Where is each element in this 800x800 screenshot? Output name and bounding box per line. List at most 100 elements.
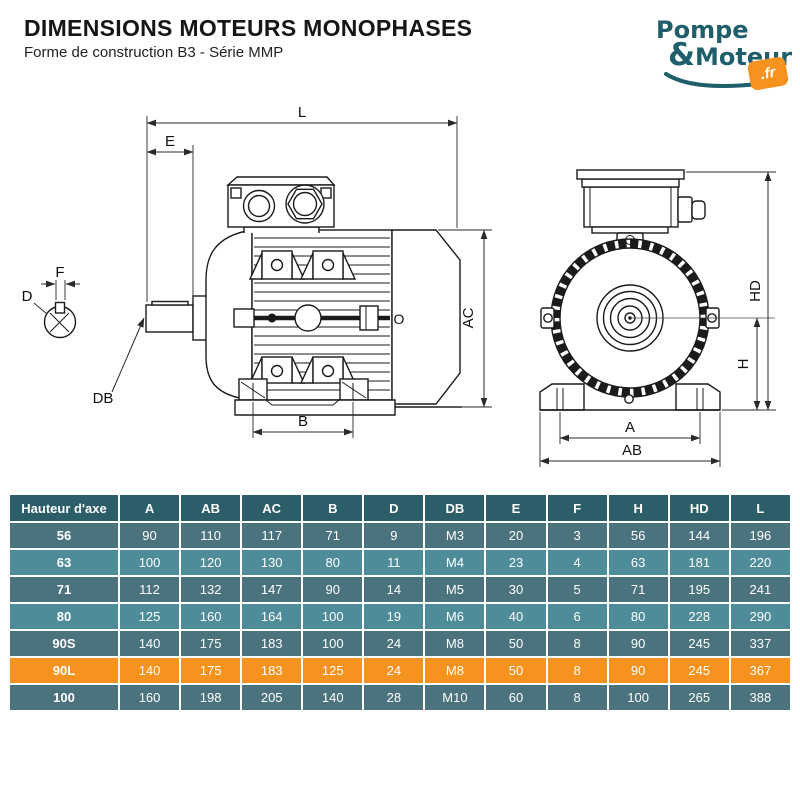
cell-100-f: 8: [545, 683, 609, 712]
table-row-100: 100 160 198 205 140 28 M10 60 8 100 265 388: [8, 683, 793, 712]
page-header: DIMENSIONS MOTEURS MONOPHASES Forme de c…: [24, 15, 473, 62]
cell-56-ac: 117: [240, 521, 304, 550]
mounting-brackets: [248, 250, 357, 384]
table-row-90s: 90S 140 175 183 100 24 M8 50 8 90 245 337: [8, 629, 793, 658]
table-row-56: 56 90 110 117 71 9 M3 20 3 56 144 196: [8, 521, 793, 550]
cell-56-b: 71: [301, 521, 365, 550]
cell-90s-e: 50: [484, 629, 548, 658]
col-header-db: DB: [423, 493, 487, 523]
cell-90s-db: M8: [423, 629, 487, 658]
cell-71-hd: 195: [667, 575, 731, 604]
cell-90s-f: 8: [545, 629, 609, 658]
dimension-AB: AB: [539, 412, 721, 467]
cell-90l-ac: 183: [240, 656, 304, 685]
row-label-56: 56: [8, 521, 120, 550]
page-subtitle: Forme de construction B3 - Série MMP: [24, 44, 284, 62]
cell-90l-a: 140: [117, 656, 182, 685]
dimensions-table: Hauteur d'axe A AB AC B D DB E F H HD L 56 90 110 117 7…: [8, 493, 793, 712]
dim-label-l: L: [298, 104, 306, 121]
dim-label-ab: AB: [622, 442, 642, 459]
cell-63-db: M4: [423, 548, 487, 577]
table-row-90l: 90L 140 175 183 125 24 M8 50 8 90 245 367: [8, 656, 793, 685]
cell-80-e: 40: [484, 602, 548, 631]
cell-90s-l: 337: [728, 629, 793, 658]
cell-80-h: 80: [606, 602, 670, 631]
cell-56-h: 56: [606, 521, 670, 550]
cell-100-ab: 198: [179, 683, 243, 712]
feet-side: [234, 378, 396, 416]
cell-80-f: 6: [545, 602, 609, 631]
dim-label-a: A: [625, 419, 635, 436]
cell-63-ab: 120: [179, 548, 243, 577]
row-label-100: 100: [8, 683, 120, 712]
cell-90s-h: 90: [606, 629, 670, 658]
col-header-a: A: [117, 493, 182, 523]
dimension-L: L: [146, 104, 458, 302]
col-header-l: L: [728, 493, 793, 523]
logo[interactable]: Pompe &Moteur .fr: [646, 16, 792, 96]
cell-100-d: 28: [362, 683, 426, 712]
cell-71-h: 71: [606, 575, 670, 604]
dim-label-f: F: [55, 264, 64, 281]
label-o: O: [394, 311, 405, 327]
cell-80-ac: 164: [240, 602, 304, 631]
dim-label-ac: AC: [460, 307, 477, 328]
dimension-H: H: [735, 317, 761, 411]
cell-71-d: 14: [362, 575, 426, 604]
cell-63-h: 63: [606, 548, 670, 577]
table-row-80: 80 125 160 164 100 19 M6 40 6 80 228 290: [8, 602, 793, 631]
cell-71-e: 30: [484, 575, 548, 604]
cell-80-db: M6: [423, 602, 487, 631]
cell-71-db: M5: [423, 575, 487, 604]
side-view: L E F D DB B: [22, 104, 492, 438]
dimension-A: A: [559, 412, 701, 444]
dim-label-h: H: [735, 359, 752, 370]
col-header-e: E: [484, 493, 548, 523]
end-shield: [205, 229, 253, 401]
cell-90l-l: 367: [728, 656, 793, 685]
col-header-ac: AC: [240, 493, 304, 523]
cell-90s-d: 24: [362, 629, 426, 658]
cell-71-a: 112: [117, 575, 182, 604]
cell-90s-hd: 245: [667, 629, 731, 658]
dimension-B: B: [252, 402, 354, 438]
front-view: HD H A AB: [539, 169, 776, 467]
dim-label-d: D: [22, 288, 33, 305]
tie-rod: [233, 304, 390, 332]
dim-label-db: DB: [93, 390, 114, 407]
technical-drawing: L E F D DB B: [22, 104, 776, 467]
row-label-90l: 90L: [8, 656, 120, 685]
row-label-71: 71: [8, 575, 120, 604]
cell-63-l: 220: [728, 548, 793, 577]
cell-56-l: 196: [728, 521, 793, 550]
cell-80-b: 100: [301, 602, 365, 631]
dim-label-e: E: [165, 133, 175, 150]
cell-90l-ab: 175: [179, 656, 243, 685]
cell-63-ac: 130: [240, 548, 304, 577]
cell-80-a: 125: [117, 602, 182, 631]
col-header-h: H: [606, 493, 670, 523]
cell-56-hd: 144: [667, 521, 731, 550]
table-head: Hauteur d'axe A AB AC B D DB E F H HD L: [8, 493, 793, 523]
cell-80-ab: 160: [179, 602, 243, 631]
cell-63-e: 23: [484, 548, 548, 577]
row-label-90s: 90S: [8, 629, 120, 658]
col-header-ab: AB: [179, 493, 243, 523]
cell-90l-d: 24: [362, 656, 426, 685]
cell-80-d: 19: [362, 602, 426, 631]
cell-90l-e: 50: [484, 656, 548, 685]
dim-label-b: B: [298, 413, 308, 430]
table-body: 56 90 110 117 71 9 M3 20 3 56 144 196 63 100 120 130 80 1…: [8, 521, 793, 712]
cell-90l-b: 125: [301, 656, 365, 685]
cell-100-a: 160: [117, 683, 182, 712]
cell-56-d: 9: [362, 521, 426, 550]
col-header-d: D: [362, 493, 426, 523]
cell-71-ab: 132: [179, 575, 243, 604]
cell-90l-f: 8: [545, 656, 609, 685]
cell-56-db: M3: [423, 521, 487, 550]
cell-100-h: 100: [606, 683, 670, 712]
cell-56-a: 90: [117, 521, 182, 550]
cell-90l-h: 90: [606, 656, 670, 685]
page-title: DIMENSIONS MOTEURS MONOPHASES: [24, 15, 473, 41]
